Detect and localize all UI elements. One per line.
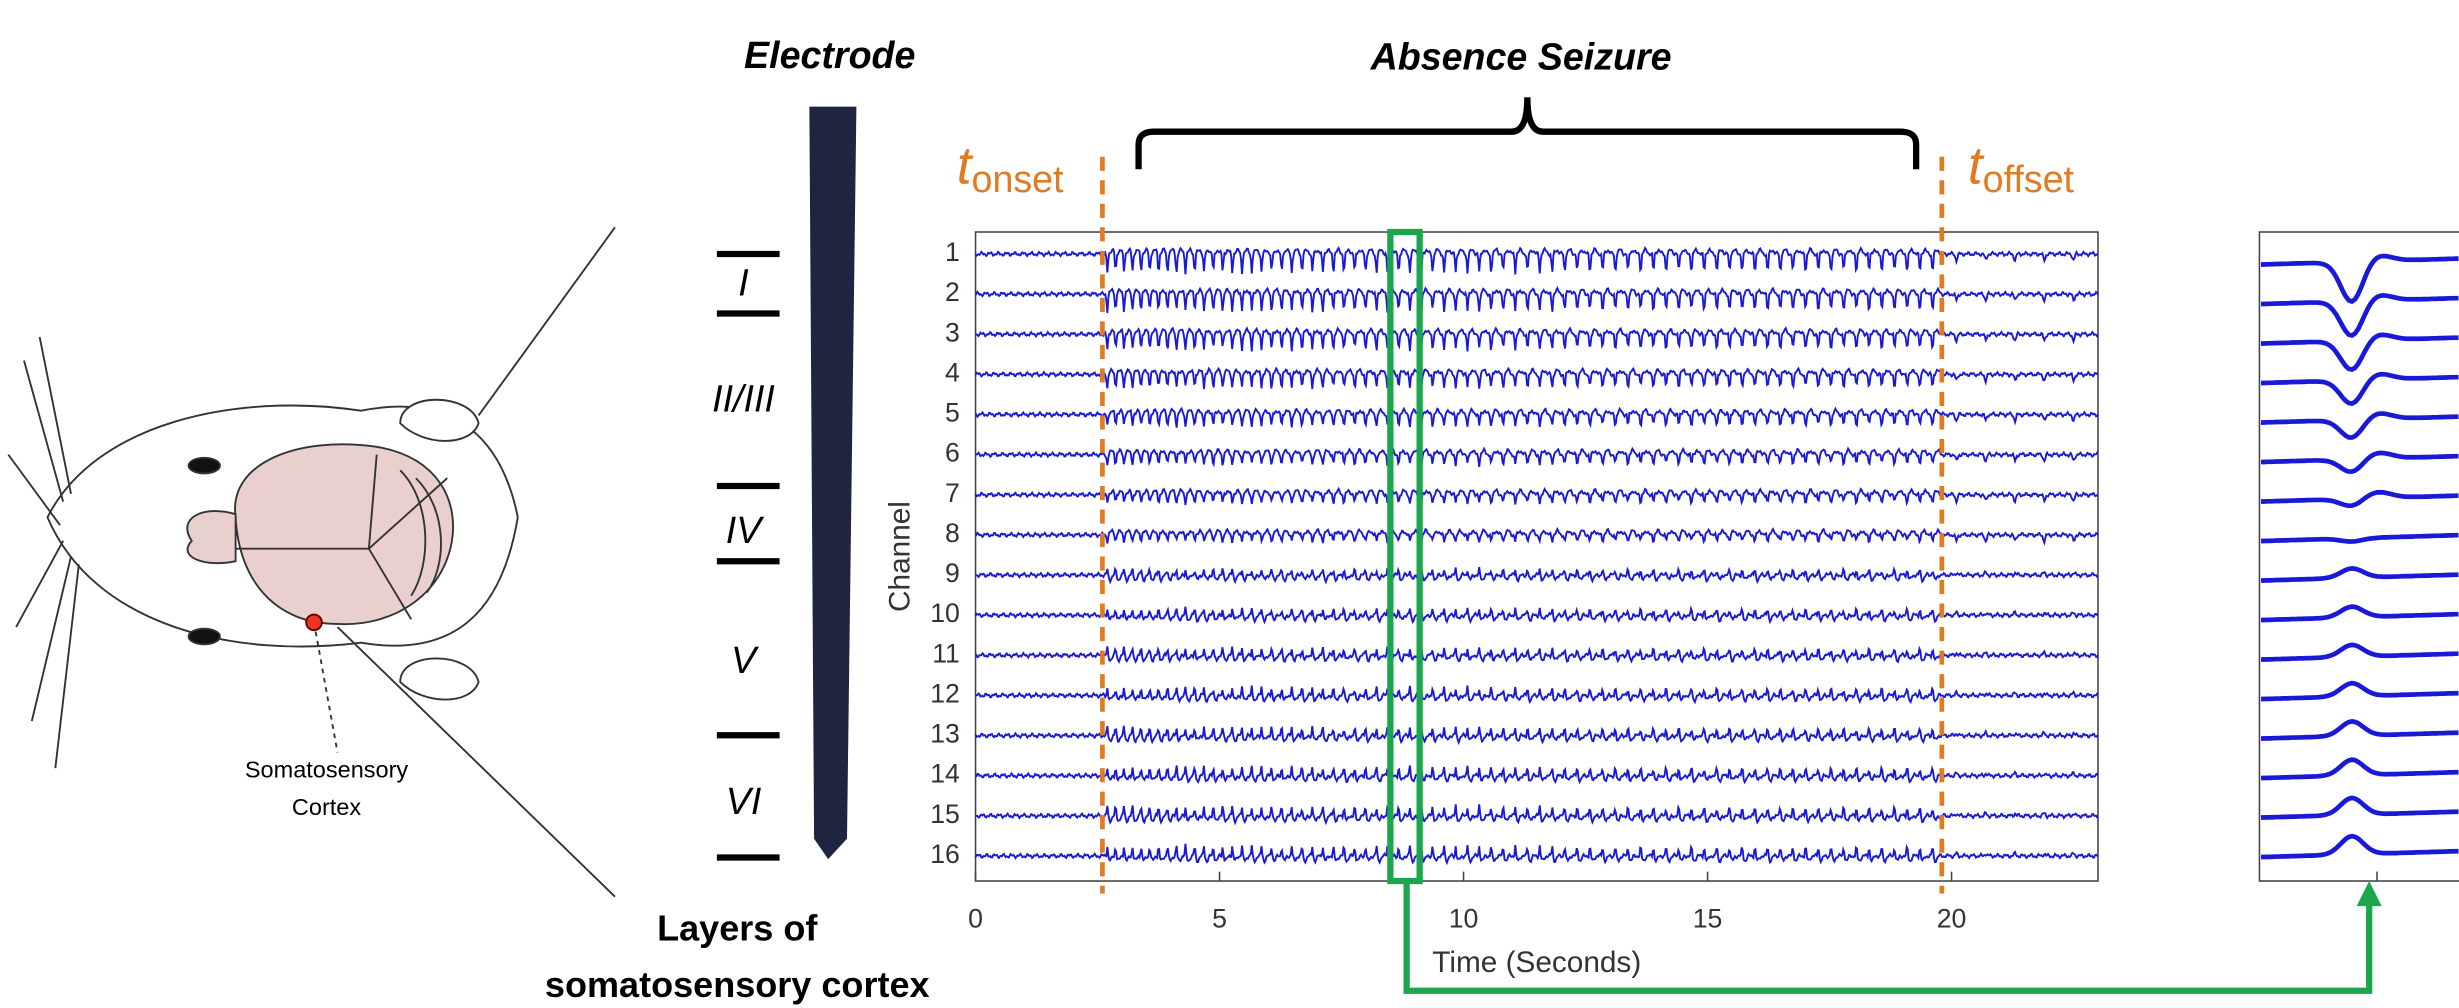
layer-lines: [717, 254, 780, 858]
average-trace: [2261, 535, 2459, 541]
channel-label: 1: [945, 237, 960, 267]
onset-label: tonset: [957, 136, 1064, 199]
channel-label: 11: [932, 638, 960, 668]
eeg-trace: [976, 646, 2098, 662]
average-trace: [2261, 453, 2459, 472]
x-tick-label: 10: [1449, 903, 1479, 933]
eeg-trace: [976, 449, 2098, 467]
eeg-trace: [976, 529, 2098, 544]
average-trace: [2261, 414, 2459, 438]
electrode-shank: [809, 107, 856, 859]
average-trace: [2261, 798, 2459, 818]
eeg-trace: [976, 844, 2098, 863]
channel-label: 5: [945, 398, 960, 428]
eeg-trace: [976, 409, 2098, 428]
eeg-trace: [976, 765, 2098, 782]
eeg-trace: [976, 804, 2098, 822]
layers-caption: Layers of: [657, 908, 818, 949]
channel-label: 8: [945, 518, 960, 548]
channel-label: 3: [945, 317, 960, 347]
x-tick-label: 5: [1212, 903, 1227, 933]
eeg-trace: [976, 567, 2098, 582]
y-axis-label: Channel: [884, 501, 917, 612]
eeg-trace: [976, 607, 2098, 622]
eeg-trace: [976, 368, 2098, 389]
average-trace: [2261, 295, 2459, 335]
offset-label: toffset: [1968, 136, 2075, 199]
electrode-title: Electrode: [744, 34, 915, 76]
eeg-trace: [976, 686, 2098, 702]
offset-subscript: offset: [1983, 158, 2075, 200]
arrow-head: [2357, 881, 2382, 906]
average-trace: [2261, 492, 2459, 505]
layer-label: II/III: [712, 377, 775, 419]
x-tick-label: 20: [1937, 903, 1967, 933]
eeg-trace: [976, 726, 2098, 743]
seizure-bracket: [1139, 97, 1917, 169]
mouse-label: Cortex: [292, 794, 361, 820]
average-trace: [2261, 760, 2459, 778]
channel-label: 7: [945, 478, 960, 508]
layers-caption: somatosensory cortex: [545, 964, 930, 1005]
mouse-label: Somatosensory: [245, 756, 409, 782]
channel-label: 13: [930, 719, 960, 749]
channel-label: 16: [930, 839, 960, 869]
average-trace: [2261, 683, 2459, 699]
channel-label: 4: [945, 357, 960, 387]
plot-frame: [976, 232, 2098, 881]
layer-label: IV: [726, 509, 764, 551]
eeg-trace: [976, 288, 2098, 313]
x-tick-label: 0: [968, 903, 983, 933]
x-axis-label: Time (Seconds): [1432, 946, 1641, 979]
average-trace: [2261, 607, 2459, 620]
average-trace: [2261, 721, 2459, 738]
channel-label: 10: [930, 598, 960, 628]
page: Somatosensory Cortex Electrode I II/III …: [0, 0, 2459, 1008]
layer-label: V: [731, 639, 759, 681]
channel-label: 6: [945, 438, 960, 468]
average-trace: [2261, 256, 2459, 301]
figure: Somatosensory Cortex Electrode I II/III …: [0, 0, 2459, 1008]
channel-label: 9: [945, 558, 960, 588]
onset-subscript: onset: [972, 158, 1065, 200]
channel-label: 15: [930, 799, 960, 829]
channel-label: 2: [945, 277, 960, 307]
channel-label: 12: [930, 678, 960, 708]
layer-label: I: [738, 261, 749, 303]
eeg-trace: [976, 489, 2098, 505]
channel-label: 14: [930, 759, 960, 789]
average-trace: [2261, 335, 2459, 370]
x-tick-label: 15: [1693, 903, 1723, 933]
average-trace: [2261, 568, 2459, 580]
seizure-title: Absence Seizure: [1370, 36, 1672, 78]
eeg-trace: [976, 248, 2098, 274]
average-trace: [2261, 645, 2459, 660]
average-trace: [2261, 374, 2459, 403]
layer-label: VI: [726, 780, 762, 822]
average-trace: [2261, 836, 2459, 857]
eeg-trace: [976, 328, 2098, 351]
